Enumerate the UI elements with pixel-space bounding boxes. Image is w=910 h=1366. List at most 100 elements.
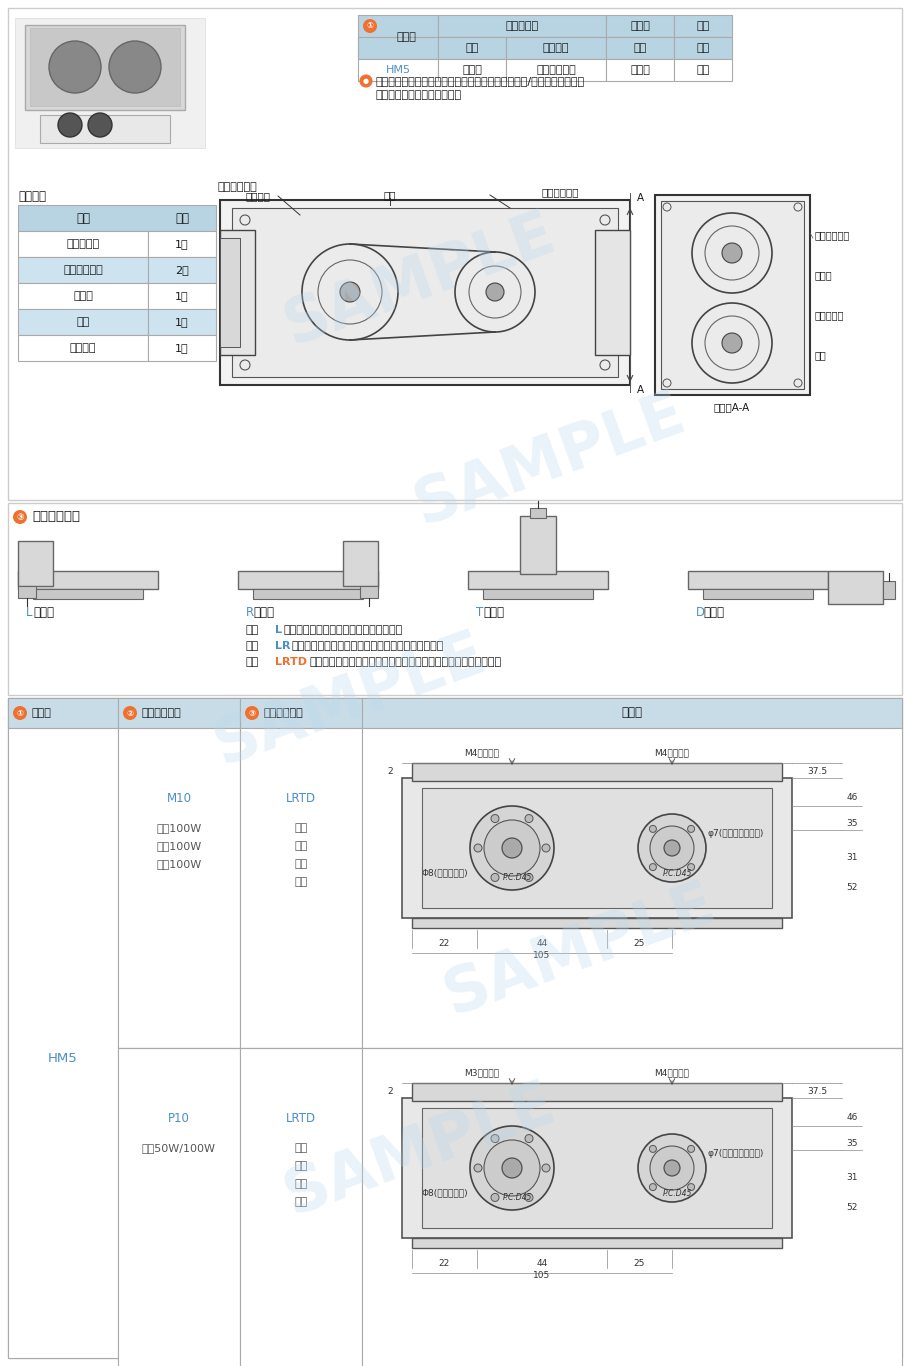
Text: 铝合金: 铝合金 bbox=[630, 66, 650, 75]
Text: 表示该转折件只能满足左折的安装需求；: 表示该转折件只能满足左折的安装需求； bbox=[284, 626, 403, 635]
Bar bbox=[118, 1048, 240, 1366]
Circle shape bbox=[491, 1135, 499, 1142]
Circle shape bbox=[491, 1194, 499, 1202]
Text: 外壳: 外壳 bbox=[76, 317, 89, 326]
Text: L: L bbox=[26, 607, 33, 620]
Bar bbox=[8, 8, 902, 500]
Text: 用途示意图：: 用途示意图： bbox=[218, 182, 258, 193]
Text: 类型码: 类型码 bbox=[396, 31, 416, 42]
Text: 2: 2 bbox=[387, 766, 393, 776]
Text: 免键同步带轮: 免键同步带轮 bbox=[815, 229, 850, 240]
Text: 用途：由于空间限制，需要把电机安装在模组的侧面/下面时，可以选用: 用途：由于空间限制，需要把电机安装在模组的侧面/下面时，可以选用 bbox=[376, 76, 585, 86]
Bar bbox=[18, 283, 148, 309]
Bar bbox=[362, 728, 902, 1048]
Circle shape bbox=[525, 873, 533, 881]
Circle shape bbox=[470, 1126, 554, 1210]
Circle shape bbox=[491, 873, 499, 881]
Text: 免键同步带轮: 免键同步带轮 bbox=[63, 265, 103, 275]
Circle shape bbox=[650, 1146, 656, 1153]
Bar bbox=[402, 1098, 792, 1238]
Circle shape bbox=[664, 840, 680, 856]
Text: ③: ③ bbox=[16, 512, 24, 522]
Text: M10: M10 bbox=[167, 791, 191, 805]
Text: P.C.D45: P.C.D45 bbox=[662, 869, 692, 877]
Circle shape bbox=[664, 1160, 680, 1176]
Circle shape bbox=[484, 820, 540, 876]
Bar bbox=[483, 589, 593, 600]
Circle shape bbox=[688, 825, 694, 832]
Circle shape bbox=[650, 1146, 694, 1190]
Bar bbox=[33, 589, 143, 600]
Text: SAMPLE: SAMPLE bbox=[406, 384, 693, 537]
Text: ①: ① bbox=[16, 709, 24, 717]
Text: 同步带: 同步带 bbox=[815, 270, 833, 280]
Circle shape bbox=[638, 1134, 706, 1202]
Text: 电机连接板: 电机连接板 bbox=[66, 239, 99, 249]
Bar bbox=[220, 229, 255, 355]
Circle shape bbox=[542, 844, 550, 852]
Text: 代码: 代码 bbox=[245, 641, 258, 652]
Text: 数量: 数量 bbox=[175, 212, 189, 224]
Bar bbox=[240, 728, 362, 1048]
Text: 22: 22 bbox=[439, 1258, 450, 1268]
Text: HM5: HM5 bbox=[48, 1052, 78, 1064]
Text: 46: 46 bbox=[846, 1113, 858, 1123]
Text: SAMPLE: SAMPLE bbox=[277, 1074, 564, 1227]
Circle shape bbox=[49, 41, 101, 93]
Bar bbox=[412, 1083, 782, 1101]
Bar bbox=[148, 309, 216, 335]
Circle shape bbox=[484, 1141, 540, 1197]
Circle shape bbox=[650, 826, 694, 870]
Text: 松下50W/100W: 松下50W/100W bbox=[142, 1143, 216, 1153]
Text: 电机连接板: 电机连接板 bbox=[505, 20, 539, 31]
Bar bbox=[606, 37, 674, 59]
Bar bbox=[661, 201, 804, 389]
Text: P.C.D45: P.C.D45 bbox=[662, 1188, 692, 1198]
Circle shape bbox=[502, 837, 522, 858]
Text: 转折方向代码: 转折方向代码 bbox=[32, 511, 80, 523]
Bar bbox=[412, 918, 782, 928]
Text: 下折: 下折 bbox=[294, 1197, 308, 1208]
Text: 表面处理: 表面处理 bbox=[542, 42, 570, 53]
Text: 22: 22 bbox=[439, 938, 450, 948]
Circle shape bbox=[638, 814, 706, 882]
Text: 铝合金: 铝合金 bbox=[462, 66, 482, 75]
Bar bbox=[8, 503, 902, 695]
Text: 46: 46 bbox=[846, 794, 858, 802]
Circle shape bbox=[123, 706, 137, 720]
Bar bbox=[18, 257, 148, 283]
Bar bbox=[18, 541, 53, 586]
Circle shape bbox=[363, 19, 377, 33]
Bar bbox=[422, 1108, 772, 1228]
Text: LRTD: LRTD bbox=[286, 791, 316, 805]
Text: 本配件实现电机的转折安装。: 本配件实现电机的转折安装。 bbox=[376, 90, 462, 100]
Circle shape bbox=[88, 113, 112, 137]
Text: φ7(连接模组伸出轴): φ7(连接模组伸出轴) bbox=[707, 1149, 763, 1157]
Text: 转折方向代码: 转折方向代码 bbox=[264, 708, 304, 719]
Text: 105: 105 bbox=[533, 1272, 551, 1280]
Bar bbox=[674, 37, 732, 59]
Text: 52: 52 bbox=[846, 1203, 858, 1213]
Text: 代码: 代码 bbox=[245, 657, 258, 667]
Circle shape bbox=[688, 863, 694, 870]
Circle shape bbox=[340, 281, 360, 302]
Circle shape bbox=[474, 844, 482, 852]
Text: SAMPLE: SAMPLE bbox=[207, 623, 494, 777]
Text: 31: 31 bbox=[846, 854, 858, 862]
Bar bbox=[606, 15, 674, 37]
Text: 适用电机代码: 适用电机代码 bbox=[142, 708, 182, 719]
Bar bbox=[362, 698, 902, 728]
Text: LRTD: LRTD bbox=[286, 1112, 316, 1124]
Text: P10: P10 bbox=[168, 1112, 190, 1124]
Text: P.C.D45: P.C.D45 bbox=[502, 873, 531, 882]
Bar bbox=[18, 309, 148, 335]
Bar bbox=[18, 335, 148, 361]
Bar bbox=[674, 15, 732, 37]
Bar bbox=[220, 199, 630, 385]
Bar bbox=[18, 231, 148, 257]
Circle shape bbox=[542, 1164, 550, 1172]
Circle shape bbox=[109, 41, 161, 93]
Circle shape bbox=[58, 113, 82, 137]
Circle shape bbox=[13, 510, 27, 525]
Text: Φ8(连接电机轴): Φ8(连接电机轴) bbox=[422, 869, 469, 877]
